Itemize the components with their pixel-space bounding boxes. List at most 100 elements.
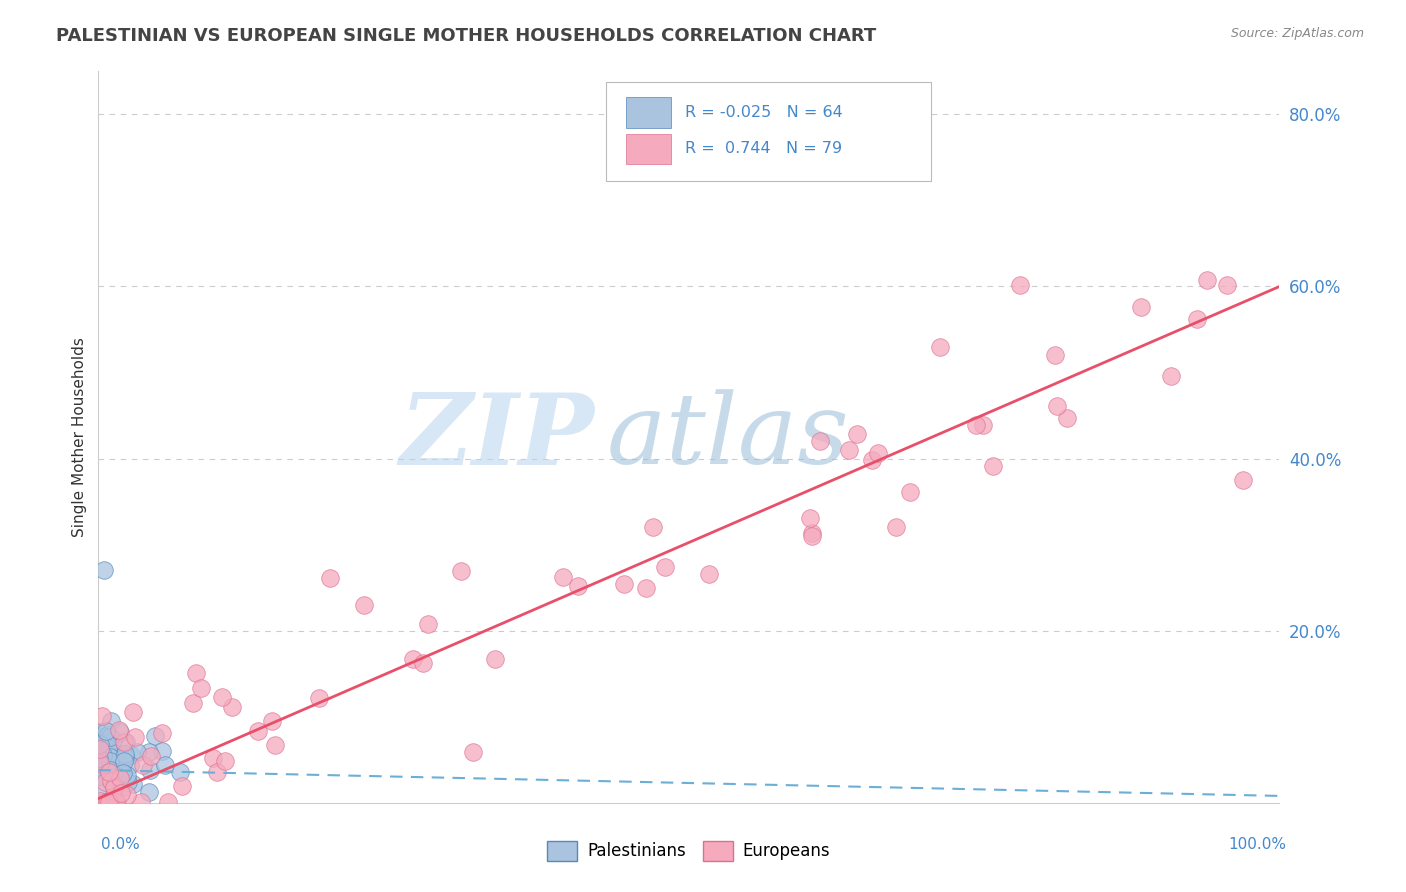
Point: [928, 341, 950, 355]
Point: [211, 690, 233, 704]
Point: [1160, 369, 1182, 384]
Point: [94, 758, 117, 772]
Point: [567, 579, 589, 593]
Point: [132, 758, 155, 772]
Point: [103, 766, 125, 780]
Point: [103, 780, 125, 795]
Point: [89, 742, 111, 756]
Point: [94, 729, 117, 743]
Point: [122, 705, 145, 719]
Text: 0.0%: 0.0%: [101, 837, 141, 852]
Point: [190, 681, 212, 696]
Point: [97, 766, 120, 780]
Point: [868, 446, 890, 460]
Point: [90, 740, 112, 755]
Point: [89, 780, 111, 794]
Point: [110, 764, 132, 778]
Point: [1056, 411, 1078, 425]
Point: [105, 795, 128, 809]
Point: [93, 564, 115, 578]
Point: [111, 765, 134, 780]
FancyBboxPatch shape: [606, 82, 931, 181]
Point: [141, 748, 163, 763]
Point: [93, 755, 115, 769]
Point: [100, 773, 122, 788]
Y-axis label: Single Mother Households: Single Mother Households: [72, 337, 87, 537]
Point: [93, 761, 115, 775]
Point: [91, 747, 114, 762]
Point: [100, 759, 122, 773]
Point: [965, 418, 987, 433]
Point: [100, 730, 122, 744]
Point: [90, 709, 112, 723]
Point: [697, 566, 720, 581]
Point: [98, 754, 121, 768]
Bar: [626, 134, 671, 164]
Text: ZIP: ZIP: [399, 389, 595, 485]
Point: [124, 730, 146, 744]
Point: [89, 756, 111, 771]
Point: [87, 751, 110, 765]
Point: [89, 725, 111, 739]
Point: [412, 657, 434, 671]
Point: [214, 755, 236, 769]
Point: [169, 765, 191, 780]
Point: [97, 747, 120, 761]
Point: [107, 751, 129, 765]
Point: [416, 616, 439, 631]
Point: [201, 750, 224, 764]
Point: [114, 747, 136, 761]
Point: [1046, 399, 1069, 413]
Point: [553, 570, 575, 584]
Point: [172, 779, 194, 793]
Point: [898, 485, 921, 500]
Text: 100.0%: 100.0%: [1229, 837, 1286, 852]
Point: [308, 690, 330, 705]
Point: [103, 790, 125, 805]
Point: [1185, 312, 1208, 326]
Point: [838, 443, 860, 458]
Point: [101, 745, 124, 759]
Point: [402, 652, 425, 666]
Point: [484, 652, 506, 666]
Point: [112, 734, 135, 748]
Point: [97, 740, 120, 755]
Point: [463, 745, 485, 759]
Point: [94, 764, 117, 779]
Point: [157, 795, 180, 809]
Point: [205, 765, 228, 780]
Point: [103, 780, 125, 795]
Point: [641, 520, 664, 534]
Point: [221, 700, 243, 714]
Point: [1043, 348, 1066, 362]
Point: [89, 794, 111, 808]
Point: [613, 577, 636, 591]
Point: [100, 714, 122, 729]
Point: [150, 726, 173, 740]
Point: [93, 795, 115, 809]
Point: [262, 714, 284, 728]
Point: [101, 774, 124, 789]
Point: [97, 795, 120, 809]
Point: [118, 757, 141, 772]
Point: [101, 732, 124, 747]
Point: [96, 758, 118, 772]
Point: [117, 789, 139, 803]
Point: [353, 599, 375, 613]
Point: [263, 739, 285, 753]
Point: [983, 459, 1005, 474]
Point: [153, 757, 176, 772]
Text: R =  0.744   N = 79: R = 0.744 N = 79: [685, 142, 842, 156]
Point: [98, 763, 121, 777]
Point: [111, 780, 134, 794]
Point: [810, 434, 832, 449]
Point: [1195, 272, 1218, 286]
Text: PALESTINIAN VS EUROPEAN SINGLE MOTHER HOUSEHOLDS CORRELATION CHART: PALESTINIAN VS EUROPEAN SINGLE MOTHER HO…: [56, 27, 876, 45]
Point: [89, 737, 111, 751]
Point: [800, 526, 823, 541]
Point: [91, 763, 114, 777]
Point: [100, 773, 122, 788]
Point: [972, 418, 994, 433]
Point: [94, 775, 117, 789]
Point: [104, 793, 127, 807]
